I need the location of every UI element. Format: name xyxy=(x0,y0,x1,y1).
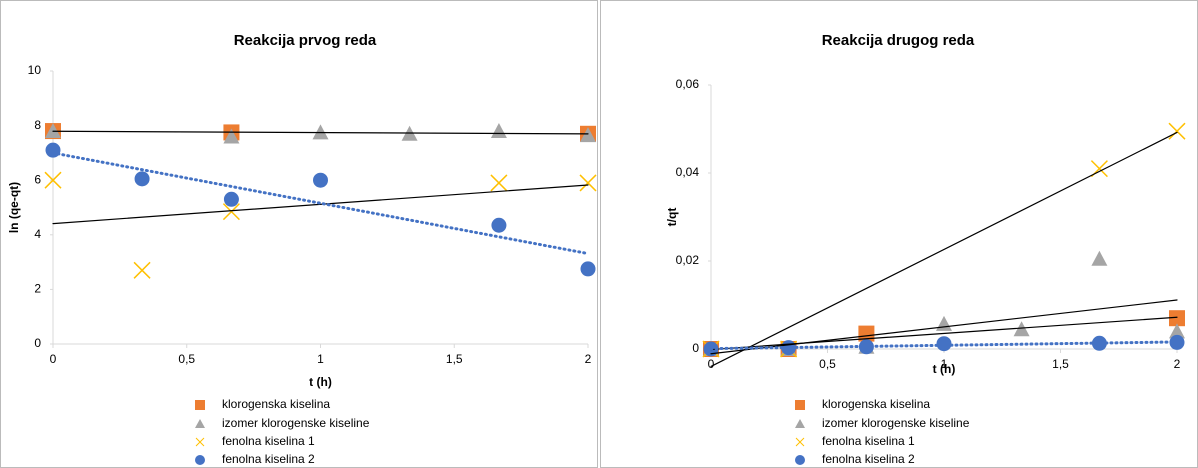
marker xyxy=(490,174,508,192)
marker xyxy=(1091,250,1108,266)
legend-marker xyxy=(195,455,205,465)
legend-marker xyxy=(195,419,205,428)
y-tick-label: 2 xyxy=(34,282,41,296)
chart-title: Reakcija prvog reda xyxy=(234,32,377,49)
x-tick-label: 2 xyxy=(585,352,592,366)
marker xyxy=(580,261,596,277)
legend-label: fenolna kiselina 1 xyxy=(222,434,315,448)
x-tick-label: 1 xyxy=(941,357,948,371)
chart-title: Reakcija drugog reda xyxy=(822,32,975,49)
legend-label: fenolna kiselina 1 xyxy=(822,434,915,448)
trendline xyxy=(52,184,589,225)
marker xyxy=(580,127,596,143)
legend-label: klorogenska kiselina xyxy=(822,397,930,411)
marker xyxy=(134,171,150,187)
x-tick-label: 0 xyxy=(708,357,715,371)
y-tick-label: 0 xyxy=(34,336,41,350)
legend-marker xyxy=(795,419,805,428)
y-tick-label: 0,04 xyxy=(676,165,700,179)
legend-label: fenolna kiselina 2 xyxy=(222,452,315,466)
marker xyxy=(579,174,597,192)
x-axis-title: t (h) xyxy=(309,375,332,389)
y-axis-title: t/qt xyxy=(665,208,679,227)
x-tick-label: 0 xyxy=(50,352,57,366)
marker xyxy=(223,128,240,144)
legend-marker xyxy=(795,455,805,465)
marker xyxy=(936,315,952,331)
x-tick-label: 2 xyxy=(1174,357,1181,371)
marker xyxy=(1091,335,1107,351)
x-axis-title: t (h) xyxy=(933,362,956,376)
trendline xyxy=(51,151,590,256)
marker xyxy=(44,171,62,189)
marker xyxy=(133,261,151,279)
y-tick-label: 0 xyxy=(692,341,699,355)
legend-label: izomer klorogenske kiseline xyxy=(222,416,370,430)
marker xyxy=(1168,122,1186,140)
y-tick-label: 6 xyxy=(34,172,41,186)
x-tick-label: 0,5 xyxy=(178,352,195,366)
marker xyxy=(45,123,61,139)
x-tick-label: 1,5 xyxy=(446,352,463,366)
marker xyxy=(222,203,240,221)
marker xyxy=(313,172,328,188)
x-tick-label: 1,5 xyxy=(1052,357,1069,371)
legend-label: izomer klorogenske kiseline xyxy=(822,416,970,430)
y-tick-label: 0,02 xyxy=(676,253,700,267)
legend-label: klorogenska kiselina xyxy=(222,397,330,411)
marker xyxy=(223,191,239,207)
x-tick-label: 0,5 xyxy=(819,357,836,371)
y-tick-label: 8 xyxy=(34,118,41,132)
marker xyxy=(1169,310,1185,327)
marker xyxy=(491,217,507,233)
marker xyxy=(1169,323,1185,339)
trendline xyxy=(710,131,1178,368)
legend-label: fenolna kiselina 2 xyxy=(822,452,915,466)
trendline xyxy=(52,130,589,135)
marker xyxy=(490,123,507,139)
y-tick-label: 0,06 xyxy=(676,77,700,91)
marker xyxy=(1013,321,1030,337)
legend-marker xyxy=(195,400,205,410)
y-tick-label: 10 xyxy=(28,63,42,77)
legend-marker xyxy=(795,437,805,447)
x-tick-label: 1 xyxy=(317,352,324,366)
marker xyxy=(312,124,329,140)
legend-marker xyxy=(195,437,205,447)
y-tick-label: 4 xyxy=(34,227,41,241)
legend-marker xyxy=(795,400,805,410)
marker xyxy=(858,325,875,342)
trendline xyxy=(710,316,1178,351)
marker xyxy=(936,336,952,352)
y-axis-title: ln (qe-qt) xyxy=(7,182,21,233)
trendline xyxy=(710,299,1178,355)
